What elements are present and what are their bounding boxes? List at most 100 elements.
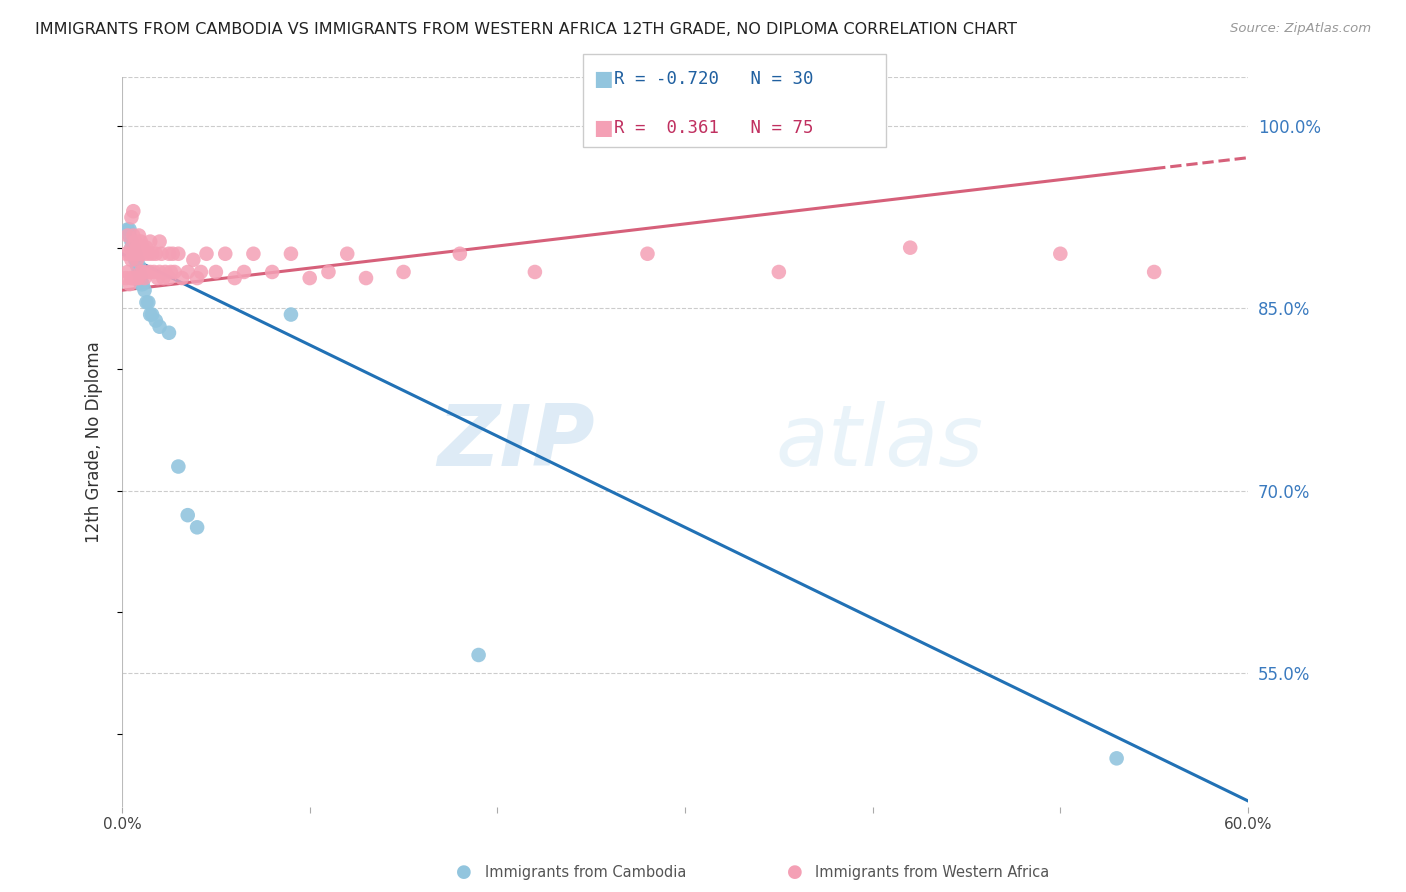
Point: [183, 252, 205, 267]
Point: [150, 246, 173, 260]
Point: [157, 271, 180, 285]
Point: [139, 265, 162, 279]
Point: [129, 265, 152, 279]
Point: [122, 241, 145, 255]
Point: [124, 271, 146, 285]
Text: ●: ●: [786, 863, 803, 881]
Point: [125, 271, 148, 285]
Point: [120, 271, 142, 285]
Point: [120, 235, 142, 249]
Point: [135, 295, 157, 310]
Point: [114, 271, 136, 285]
Point: [120, 241, 142, 255]
Point: [157, 326, 180, 340]
Point: [186, 271, 208, 285]
Point: [637, 246, 659, 260]
Point: [128, 246, 150, 260]
Point: [125, 241, 148, 255]
Point: [141, 246, 163, 260]
Point: [768, 265, 790, 279]
Text: Source: ZipAtlas.com: Source: ZipAtlas.com: [1230, 22, 1371, 36]
Point: [139, 235, 162, 249]
Point: [280, 246, 302, 260]
Point: [114, 246, 136, 260]
Point: [354, 271, 377, 285]
Point: [145, 246, 167, 260]
Point: [128, 228, 150, 243]
Point: [122, 204, 145, 219]
Point: [134, 283, 156, 297]
Point: [122, 228, 145, 243]
Point: [177, 265, 200, 279]
Point: [145, 313, 167, 327]
Point: [167, 246, 190, 260]
Point: [125, 259, 148, 273]
Text: IMMIGRANTS FROM CAMBODIA VS IMMIGRANTS FROM WESTERN AFRICA 12TH GRADE, NO DIPLOM: IMMIGRANTS FROM CAMBODIA VS IMMIGRANTS F…: [35, 22, 1017, 37]
Point: [131, 277, 153, 292]
Point: [125, 252, 148, 267]
Point: [124, 246, 146, 260]
Point: [134, 271, 156, 285]
Point: [262, 265, 284, 279]
Point: [163, 265, 186, 279]
Point: [117, 265, 139, 279]
Point: [129, 235, 152, 249]
Point: [129, 246, 152, 260]
Text: Immigrants from Cambodia: Immigrants from Cambodia: [485, 865, 686, 880]
Point: [118, 228, 141, 243]
Point: [318, 265, 340, 279]
Point: [148, 235, 170, 249]
Point: [142, 265, 165, 279]
Point: [467, 648, 489, 662]
Point: [233, 265, 256, 279]
Point: [224, 271, 246, 285]
Point: [190, 265, 212, 279]
Point: [449, 246, 471, 260]
Point: [139, 308, 162, 322]
Point: [1105, 751, 1128, 765]
Point: [128, 265, 150, 279]
Point: [898, 241, 921, 255]
Point: [298, 271, 321, 285]
Point: [177, 508, 200, 523]
Point: [135, 265, 157, 279]
Point: [162, 246, 184, 260]
Point: [124, 246, 146, 260]
Point: [205, 265, 228, 279]
Point: [186, 520, 208, 534]
Text: Immigrants from Western Africa: Immigrants from Western Africa: [815, 865, 1050, 880]
Point: [336, 246, 359, 260]
Point: [122, 246, 145, 260]
Point: [120, 241, 142, 255]
Text: R = -0.720   N = 30: R = -0.720 N = 30: [614, 70, 814, 88]
Point: [118, 246, 141, 260]
Point: [134, 246, 156, 260]
Point: [128, 271, 150, 285]
Point: [120, 211, 142, 225]
Text: ZIP: ZIP: [437, 401, 595, 483]
Point: [242, 246, 264, 260]
Point: [124, 235, 146, 249]
Point: [157, 246, 180, 260]
Point: [135, 241, 157, 255]
Point: [118, 277, 141, 292]
Point: [167, 459, 190, 474]
Point: [172, 271, 194, 285]
Point: [117, 228, 139, 243]
Text: ■: ■: [593, 70, 613, 89]
Point: [148, 319, 170, 334]
Point: [1143, 265, 1166, 279]
Point: [125, 252, 148, 267]
Point: [136, 246, 159, 260]
Point: [136, 295, 159, 310]
Point: [131, 265, 153, 279]
Text: R =  0.361   N = 75: R = 0.361 N = 75: [614, 119, 814, 136]
Text: ●: ●: [456, 863, 472, 881]
Point: [146, 271, 169, 285]
Point: [195, 246, 218, 260]
Point: [214, 246, 236, 260]
Point: [160, 265, 183, 279]
Point: [122, 246, 145, 260]
Y-axis label: 12th Grade, No Diploma: 12th Grade, No Diploma: [86, 342, 103, 543]
Point: [129, 277, 152, 292]
